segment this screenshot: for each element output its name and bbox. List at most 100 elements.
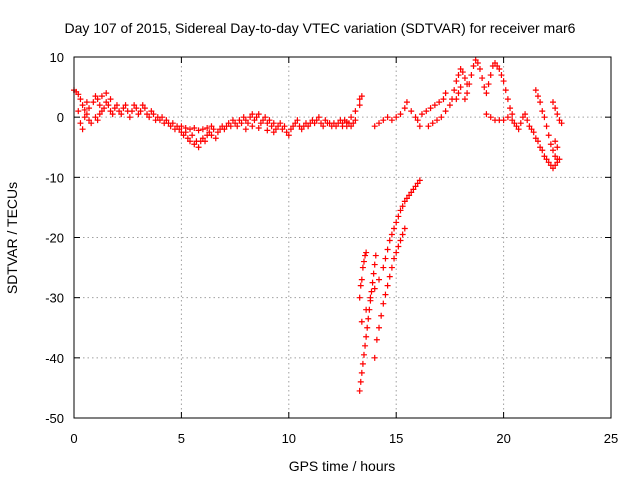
- y-tick-label: -50: [45, 411, 64, 426]
- y-tick-label: 10: [50, 50, 64, 65]
- data-point: [212, 135, 219, 142]
- data-point: [272, 126, 279, 133]
- data-point: [260, 117, 267, 124]
- data-point: [414, 117, 421, 124]
- series-descending-arc-2: [371, 225, 408, 361]
- data-point: [176, 126, 183, 133]
- data-point: [214, 129, 221, 136]
- data-point: [292, 120, 299, 127]
- data-point: [180, 132, 187, 139]
- data-point: [358, 369, 365, 376]
- data-point: [98, 93, 105, 100]
- data-point: [163, 117, 170, 124]
- data-point: [356, 102, 363, 109]
- x-tick-label: 15: [389, 431, 403, 446]
- data-point: [386, 237, 393, 244]
- data-point: [352, 117, 359, 124]
- data-point: [384, 282, 391, 289]
- series-late-segment: [513, 87, 565, 172]
- data-point: [264, 120, 271, 127]
- data-point: [94, 117, 101, 124]
- data-point: [446, 102, 453, 109]
- data-point: [524, 117, 531, 124]
- data-point: [86, 105, 93, 112]
- data-point: [148, 108, 155, 115]
- data-point: [262, 114, 269, 121]
- x-tick-label: 0: [70, 431, 77, 446]
- data-point: [364, 324, 371, 331]
- data-point: [199, 135, 206, 142]
- data-point: [483, 111, 490, 118]
- data-point: [348, 123, 355, 130]
- data-point: [358, 93, 365, 100]
- data-point: [459, 69, 466, 76]
- data-point: [360, 351, 367, 358]
- data-point: [534, 138, 541, 145]
- data-point: [311, 120, 318, 127]
- data-point: [191, 141, 198, 148]
- data-point: [86, 117, 93, 124]
- data-point: [371, 123, 378, 130]
- data-point: [356, 294, 363, 301]
- data-point: [368, 288, 375, 295]
- data-point: [412, 114, 419, 121]
- data-point: [186, 126, 193, 133]
- data-point: [362, 342, 369, 349]
- data-point: [362, 252, 369, 259]
- data-point: [406, 192, 413, 199]
- data-point: [103, 90, 110, 97]
- data-point: [360, 258, 367, 265]
- data-point: [120, 105, 127, 112]
- data-point: [543, 156, 550, 163]
- data-point: [238, 120, 245, 127]
- data-point: [229, 117, 236, 124]
- data-point: [270, 120, 277, 127]
- data-point: [208, 132, 215, 139]
- data-point: [111, 105, 118, 112]
- data-point: [202, 138, 209, 145]
- data-point: [373, 336, 380, 343]
- data-point: [515, 126, 522, 133]
- data-point: [298, 126, 305, 133]
- data-point: [468, 72, 475, 79]
- data-point: [386, 273, 393, 280]
- data-point: [83, 99, 90, 106]
- data-point: [365, 315, 372, 322]
- data-point: [509, 111, 516, 118]
- data-point: [384, 114, 391, 121]
- data-point: [249, 111, 256, 118]
- data-point: [453, 96, 460, 103]
- data-point: [131, 102, 138, 109]
- data-point: [253, 114, 260, 121]
- data-points: [71, 57, 565, 394]
- data-point: [509, 117, 516, 124]
- data-point: [550, 165, 557, 172]
- data-point: [554, 111, 561, 118]
- series-main-band: [71, 87, 309, 151]
- data-point: [210, 126, 217, 133]
- data-point: [502, 87, 509, 94]
- data-point: [199, 126, 206, 133]
- data-point: [178, 123, 185, 130]
- data-point: [240, 114, 247, 121]
- data-point: [139, 102, 146, 109]
- data-point: [431, 102, 438, 109]
- data-point: [511, 120, 518, 127]
- data-point: [227, 123, 234, 130]
- data-point: [543, 123, 550, 130]
- axis-ticks: 0 5 10 15 20 25 -50 -40 -30 -20 -10 0 10: [45, 50, 618, 446]
- data-point: [358, 276, 365, 283]
- data-point: [94, 96, 101, 103]
- data-point: [204, 124, 211, 131]
- data-point: [388, 117, 395, 124]
- data-point: [496, 66, 503, 73]
- data-point: [249, 123, 256, 130]
- data-point: [357, 378, 364, 385]
- data-point: [401, 198, 408, 205]
- data-point: [528, 126, 535, 133]
- data-point: [242, 117, 249, 124]
- data-point: [75, 91, 82, 98]
- data-point: [532, 135, 539, 142]
- data-point: [492, 60, 499, 67]
- data-point: [167, 123, 174, 130]
